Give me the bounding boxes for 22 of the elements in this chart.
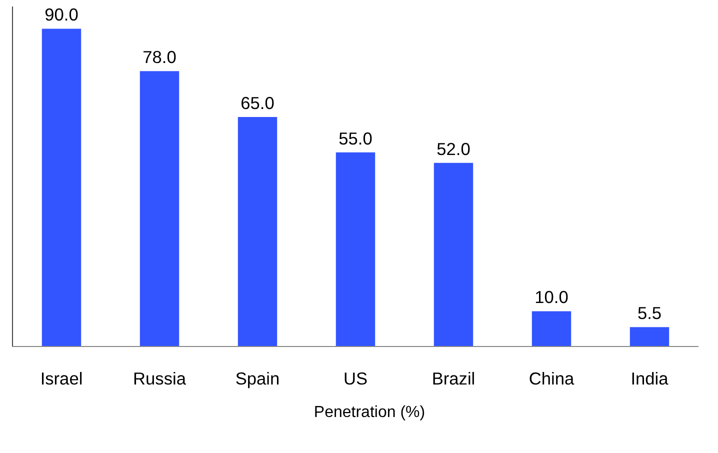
- bar: [336, 152, 376, 346]
- x-tick-label: Brazil: [432, 368, 476, 388]
- bar: [532, 311, 572, 346]
- x-tick-label: Russia: [133, 368, 186, 388]
- data-label: 5.5: [637, 303, 662, 324]
- x-tick-label: India: [630, 368, 669, 388]
- data-label: 52.0: [436, 138, 470, 159]
- bar: [238, 117, 278, 346]
- bar: [140, 71, 180, 346]
- x-tick-label: Spain: [235, 368, 280, 388]
- data-label: 90.0: [44, 4, 78, 25]
- data-label: 65.0: [240, 93, 274, 114]
- text: Penetration (%): [314, 404, 426, 422]
- bar: [434, 162, 474, 346]
- data-label: 10.0: [534, 287, 568, 308]
- x-tick-label: China: [528, 368, 574, 388]
- x-tick-label: US: [343, 368, 368, 388]
- data-label: 78.0: [142, 47, 176, 68]
- bar: [630, 327, 670, 346]
- bar: [42, 28, 82, 346]
- data-label: 55.0: [338, 128, 372, 148]
- x-tick-label: Israel: [40, 368, 83, 388]
